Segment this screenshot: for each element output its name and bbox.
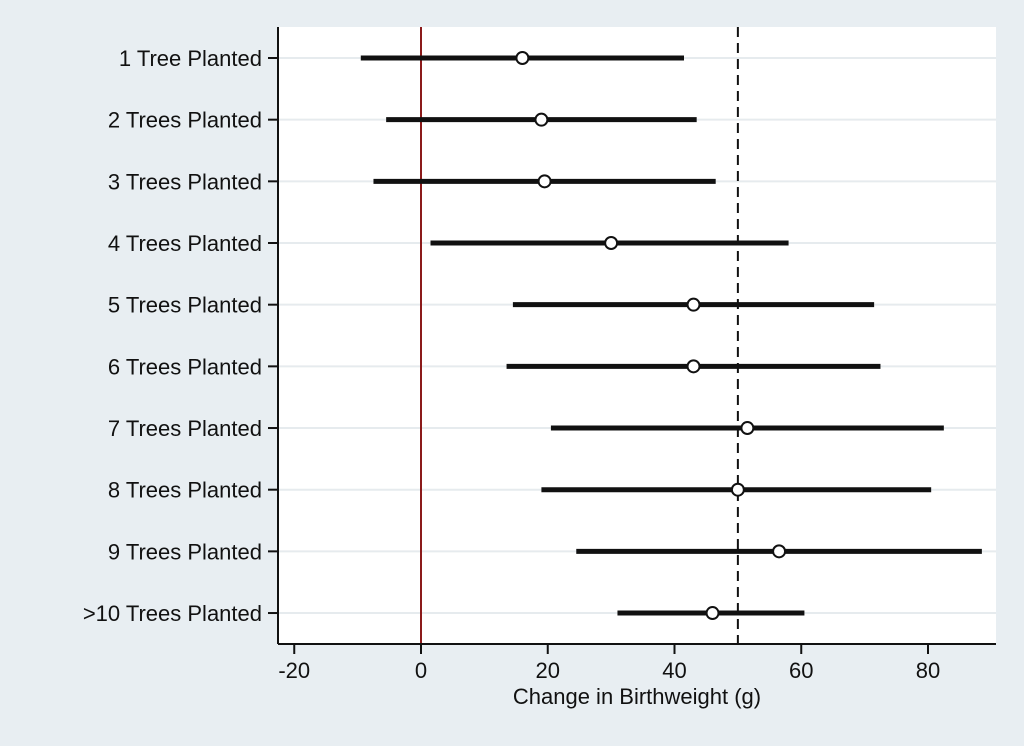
plot-area (278, 27, 996, 644)
y-tick-label: >10 Trees Planted (83, 601, 262, 626)
y-tick-label: 5 Trees Planted (108, 293, 262, 318)
estimate-point (705, 606, 720, 621)
y-tick-label: 3 Trees Planted (108, 169, 262, 194)
estimate-point (604, 236, 619, 251)
x-tick-label: 80 (916, 658, 940, 683)
reference-lines (420, 27, 739, 644)
x-tick-label: 60 (789, 658, 813, 683)
y-tick-label: 1 Tree Planted (119, 46, 262, 71)
y-tick-label: 7 Trees Planted (108, 416, 262, 441)
estimate-point (730, 482, 745, 497)
estimate-point (534, 112, 549, 127)
estimate-point (740, 421, 755, 436)
x-tick-label: -20 (278, 658, 310, 683)
estimate-point (686, 297, 701, 312)
y-tick-label: 9 Trees Planted (108, 539, 262, 564)
y-tick-label: 4 Trees Planted (108, 231, 262, 256)
axes (268, 27, 996, 654)
estimate-points (515, 51, 787, 621)
x-tick-label: 0 (415, 658, 427, 683)
x-axis-title: Change in Birthweight (g) (513, 684, 761, 709)
x-tick-label: 20 (536, 658, 560, 683)
y-tick-label: 6 Trees Planted (108, 354, 262, 379)
estimate-point (515, 51, 530, 65)
y-tick-label: 2 Trees Planted (108, 108, 262, 133)
y-tick-label: 8 Trees Planted (108, 478, 262, 503)
estimate-point (772, 544, 787, 559)
estimate-point (686, 359, 701, 374)
tick-labels: 1 Tree Planted 2 Trees Planted 3 Trees Pla… (83, 46, 940, 683)
estimate-point (537, 174, 552, 189)
x-tick-label: 40 (662, 658, 686, 683)
